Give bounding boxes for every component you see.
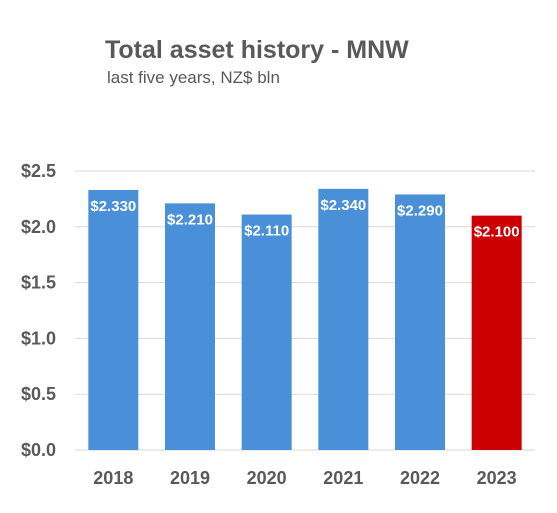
- bar: [165, 203, 215, 450]
- data-label: $2.340: [320, 197, 366, 214]
- y-tick-label: $1.5: [21, 273, 56, 293]
- x-tick-label: 2022: [400, 468, 440, 488]
- y-tick-label: $2.5: [21, 161, 56, 181]
- x-tick-label: 2021: [323, 468, 363, 488]
- x-tick-label: 2018: [93, 468, 133, 488]
- chart-title: Total asset history - MNW: [105, 36, 409, 64]
- y-tick-label: $0.5: [21, 384, 56, 404]
- bar: [471, 215, 522, 450]
- x-tick-label: 2023: [477, 468, 517, 488]
- x-tick-label: 2020: [247, 468, 287, 488]
- bar: [318, 188, 369, 450]
- x-tick-label: 2019: [170, 468, 210, 488]
- data-label: $2.100: [474, 224, 520, 241]
- bar: [395, 194, 445, 450]
- data-label: $2.110: [244, 223, 289, 240]
- data-label: $2.330: [90, 198, 136, 215]
- chart-subtitle: last five years, NZ$ bln: [107, 68, 280, 87]
- data-label: $2.210: [167, 211, 213, 228]
- bar: [88, 189, 139, 451]
- y-tick-label: $1.0: [21, 328, 56, 348]
- y-tick-label: $2.0: [21, 217, 56, 237]
- bar: [241, 214, 292, 450]
- y-tick-label: $0.0: [21, 440, 56, 460]
- data-label: $2.290: [397, 202, 443, 219]
